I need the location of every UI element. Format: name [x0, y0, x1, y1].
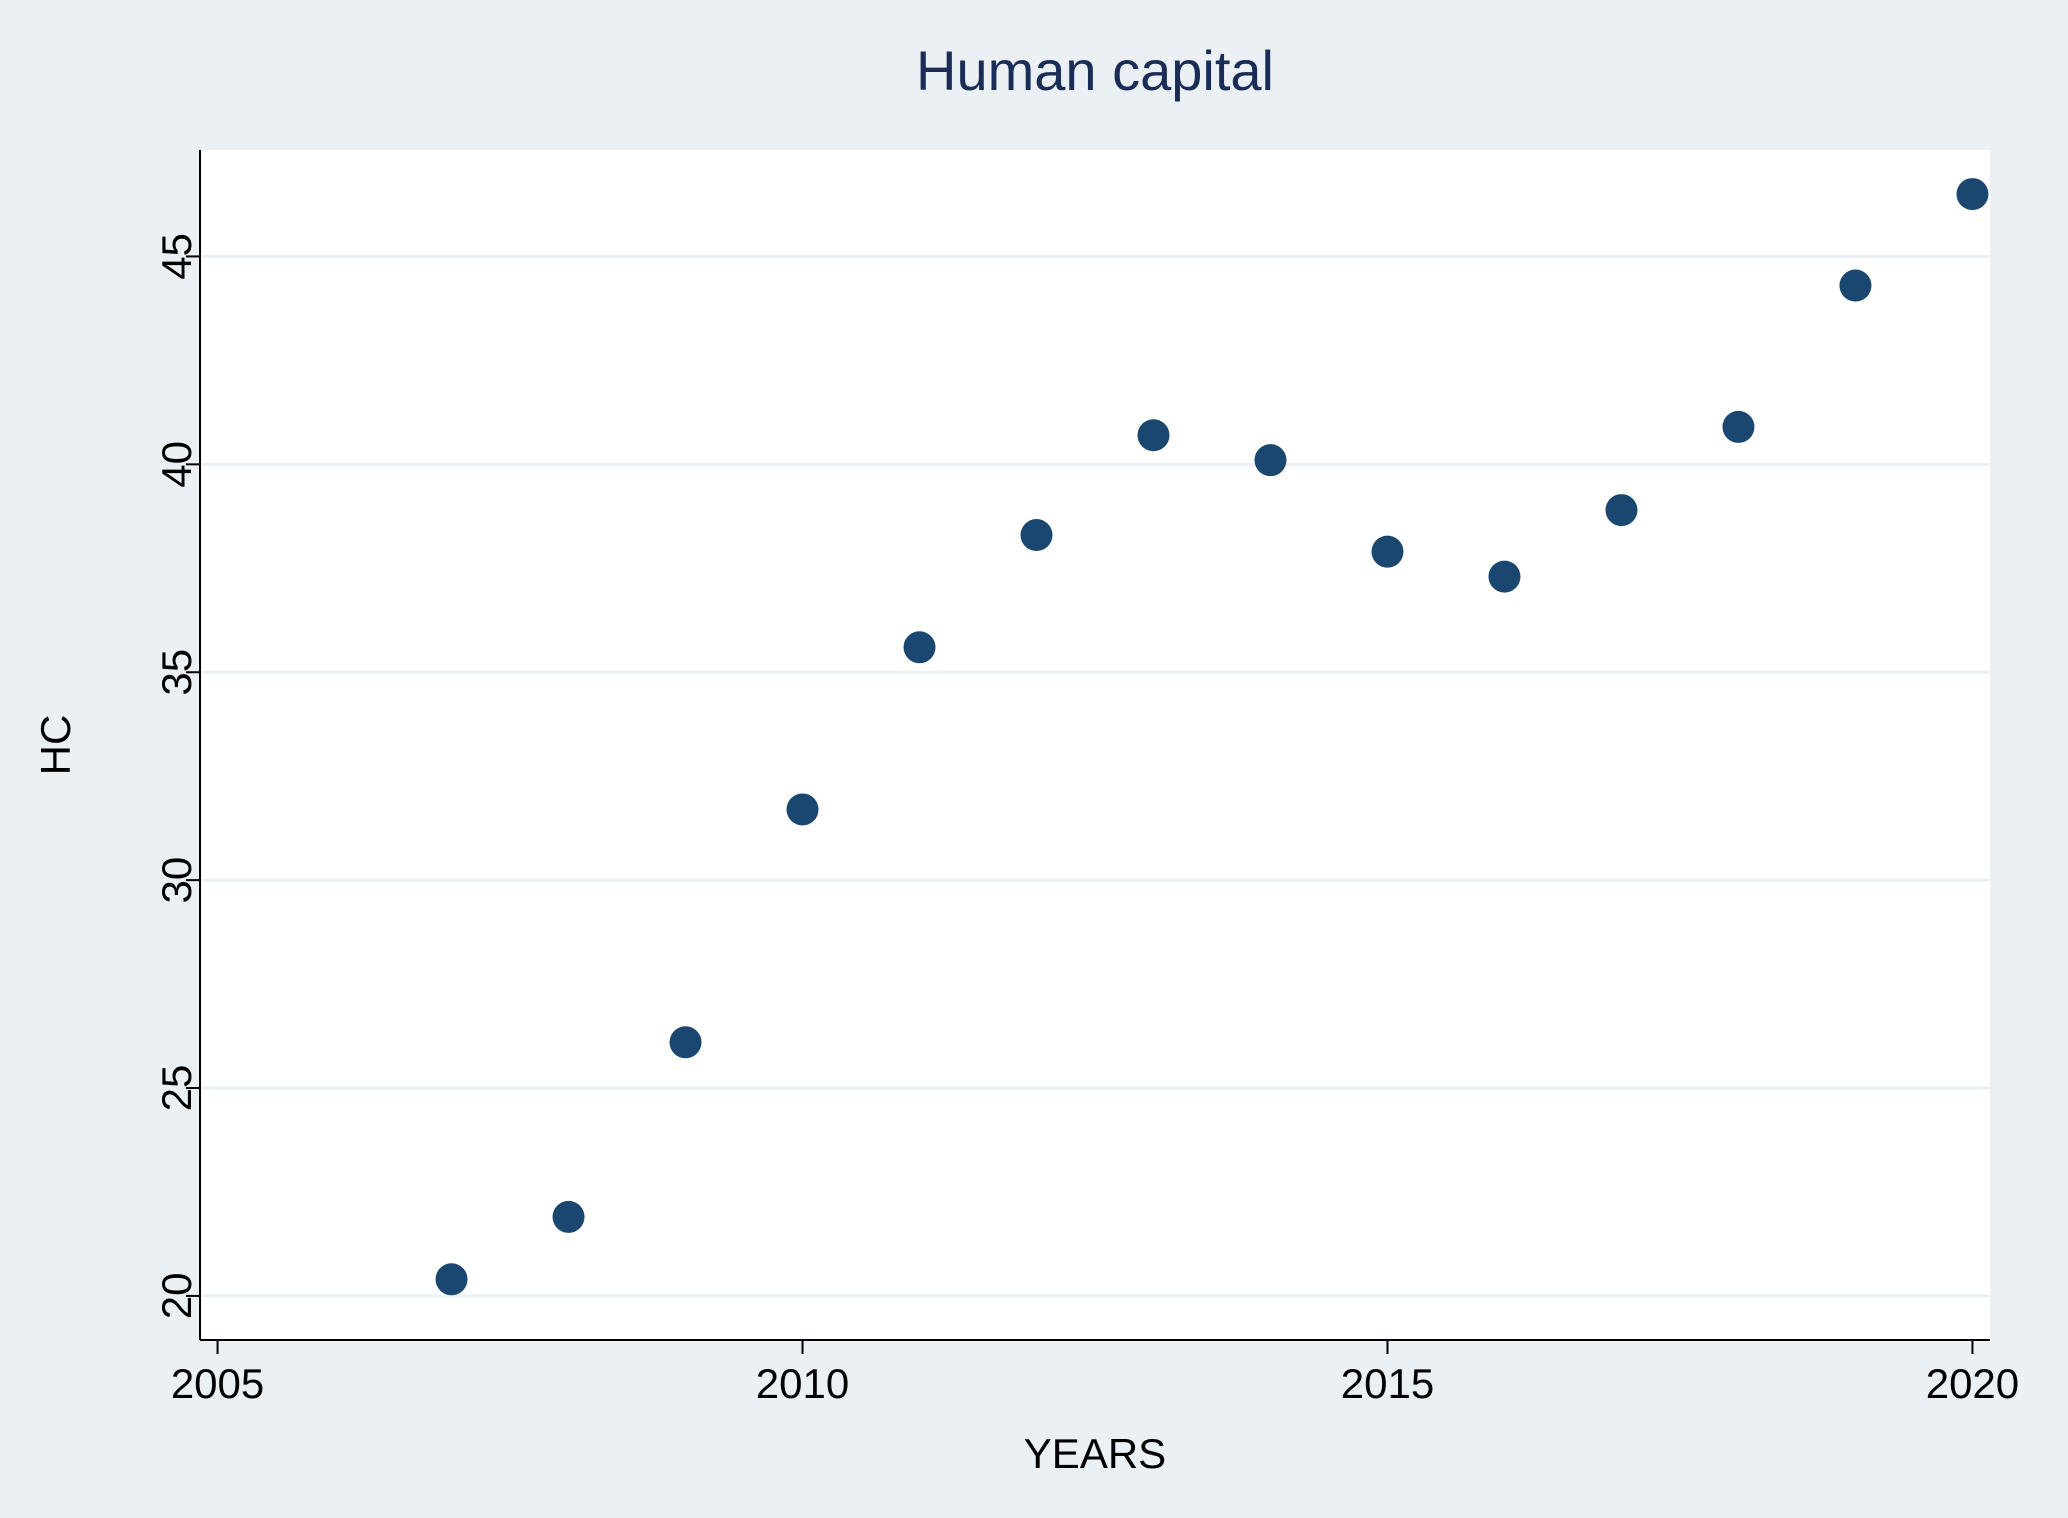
y-tick-label: 35 — [153, 649, 200, 696]
data-point — [436, 1263, 468, 1295]
chart-container: 2005201020152020202530354045YEARSHCHuman… — [0, 0, 2068, 1518]
y-tick-label: 45 — [153, 233, 200, 280]
data-point — [1254, 444, 1286, 476]
y-tick-label: 40 — [153, 441, 200, 488]
x-tick-label: 2005 — [171, 1360, 264, 1407]
data-point — [670, 1026, 702, 1058]
x-tick-label: 2020 — [1926, 1360, 2019, 1407]
chart-title: Human capital — [916, 39, 1274, 102]
data-point — [1021, 519, 1053, 551]
data-point — [904, 631, 936, 663]
y-axis-label: HC — [32, 715, 79, 776]
data-point — [553, 1201, 585, 1233]
data-point — [1722, 411, 1754, 443]
x-tick-label: 2015 — [1341, 1360, 1434, 1407]
data-point — [1371, 536, 1403, 568]
y-tick-label: 20 — [153, 1273, 200, 1320]
x-tick-label: 2010 — [756, 1360, 849, 1407]
data-point — [1488, 561, 1520, 593]
y-tick-label: 25 — [153, 1065, 200, 1112]
plot-area — [200, 150, 1990, 1340]
scatter-chart: 2005201020152020202530354045YEARSHCHuman… — [0, 0, 2068, 1518]
x-axis-label: YEARS — [1024, 1430, 1166, 1477]
y-tick-label: 30 — [153, 857, 200, 904]
data-point — [787, 793, 819, 825]
data-point — [1956, 178, 1988, 210]
data-point — [1605, 494, 1637, 526]
data-point — [1137, 419, 1169, 451]
data-point — [1839, 270, 1871, 302]
